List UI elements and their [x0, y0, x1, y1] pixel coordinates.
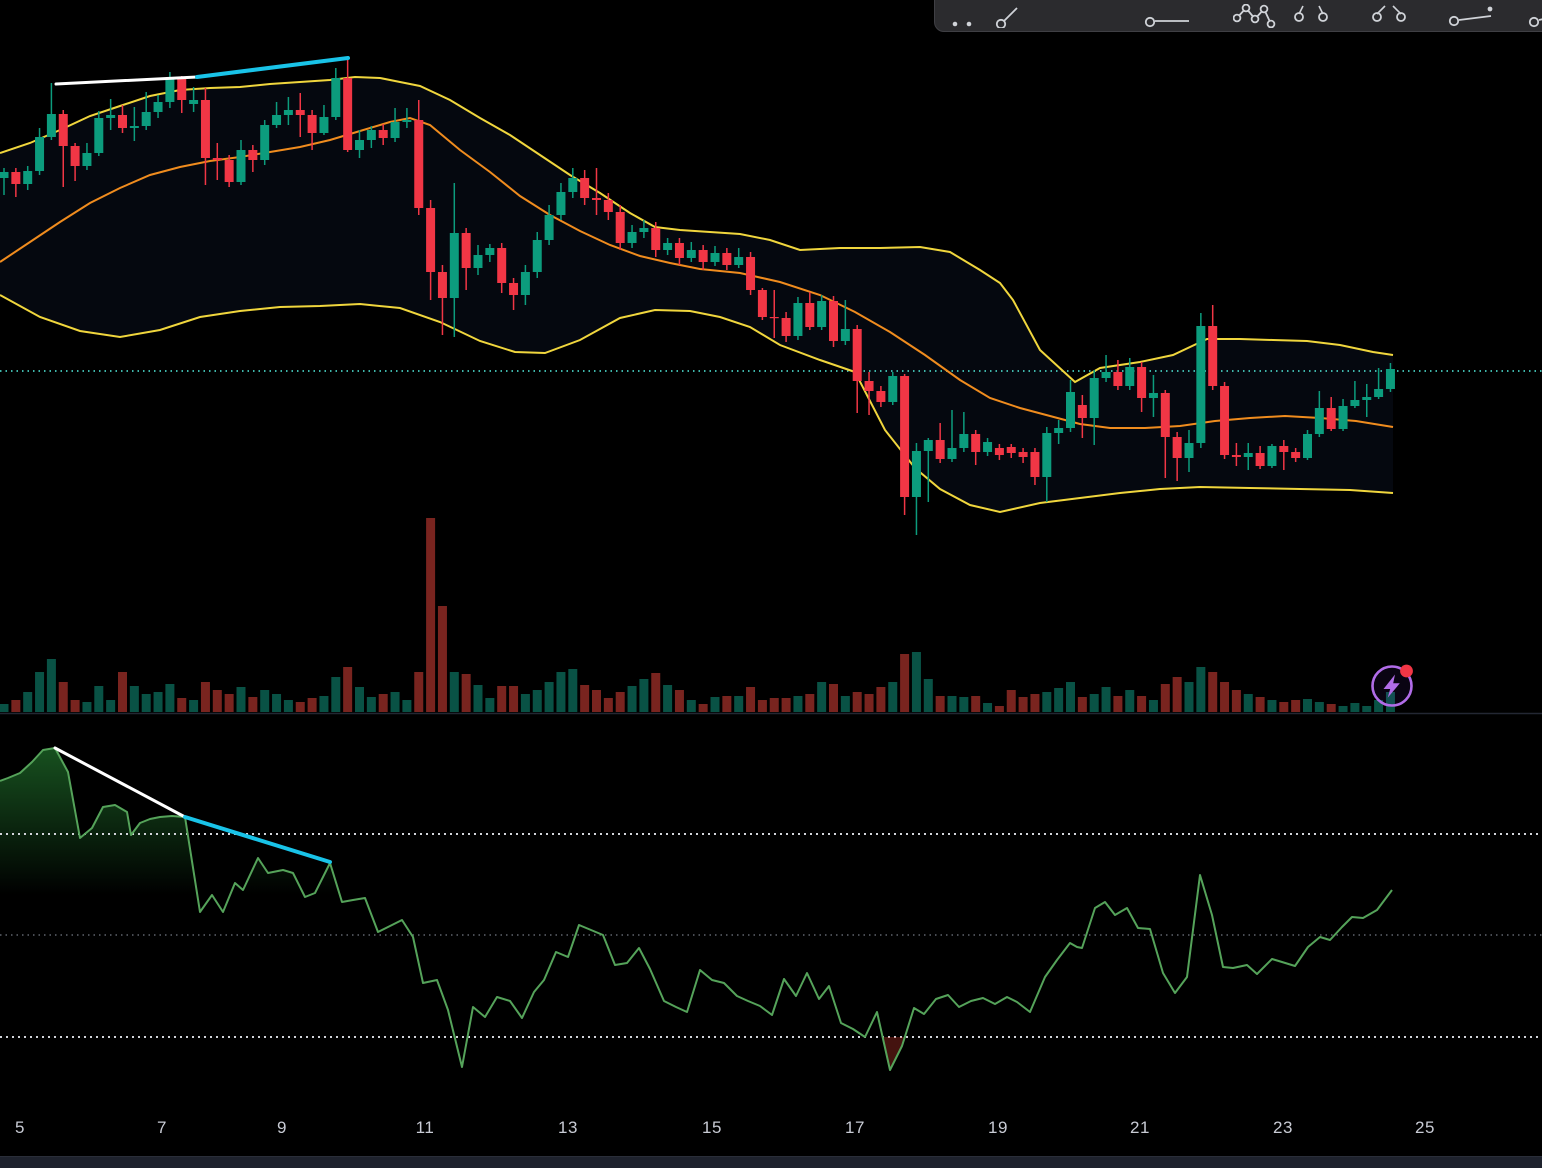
trend-line-icon[interactable] — [993, 4, 1023, 30]
oscillator-gradient-fill — [0, 748, 1392, 1105]
time-label: 9 — [277, 1118, 287, 1137]
time-label: 25 — [1415, 1118, 1435, 1137]
xabcd-pattern-icon[interactable] — [1232, 3, 1279, 29]
time-label: 7 — [157, 1118, 167, 1137]
drag-handle-icon[interactable] — [947, 4, 981, 28]
time-label: 19 — [988, 1118, 1008, 1137]
price-trendline-white[interactable] — [54, 75, 199, 86]
candlestick-series — [0, 58, 1395, 535]
time-label: 17 — [845, 1118, 865, 1137]
oscillator-trendline-white[interactable] — [53, 746, 187, 819]
notification-dot — [1400, 664, 1413, 678]
timeline-bottom-bar — [0, 1156, 1542, 1168]
time-label: 13 — [558, 1118, 578, 1137]
time-axis[interactable]: 5 7 9 11 13 15 17 19 21 23 25 — [0, 1108, 1542, 1156]
elliott-wave-circles-icon[interactable] — [1293, 4, 1333, 28]
bollinger-band-fill — [0, 77, 1393, 512]
time-label: 11 — [415, 1118, 435, 1137]
horizontal-line-icon[interactable] — [1143, 4, 1193, 28]
fib-retracement-icon[interactable] — [1447, 4, 1497, 28]
oscillator-line — [0, 747, 1393, 1071]
time-label: 15 — [702, 1118, 722, 1137]
volume-series — [0, 518, 1395, 712]
pattern-circles-icon[interactable] — [1371, 4, 1411, 28]
time-label: 5 — [15, 1118, 25, 1137]
oscillator-oversold-fill — [882, 1037, 905, 1070]
oscillator-trendline-cyan[interactable] — [183, 815, 332, 864]
time-label: 21 — [1130, 1118, 1150, 1137]
flash-indicator-button[interactable] — [1368, 662, 1416, 710]
bollinger-lower-band — [0, 294, 1394, 514]
price-trendline-cyan[interactable] — [195, 56, 350, 79]
ray-line-icon[interactable] — [1525, 4, 1542, 28]
lightning-icon — [1371, 664, 1413, 707]
time-label: 23 — [1273, 1118, 1293, 1137]
drawing-favorites-toolbar[interactable] — [934, 0, 1542, 32]
bollinger-upper-band — [0, 75, 1394, 384]
